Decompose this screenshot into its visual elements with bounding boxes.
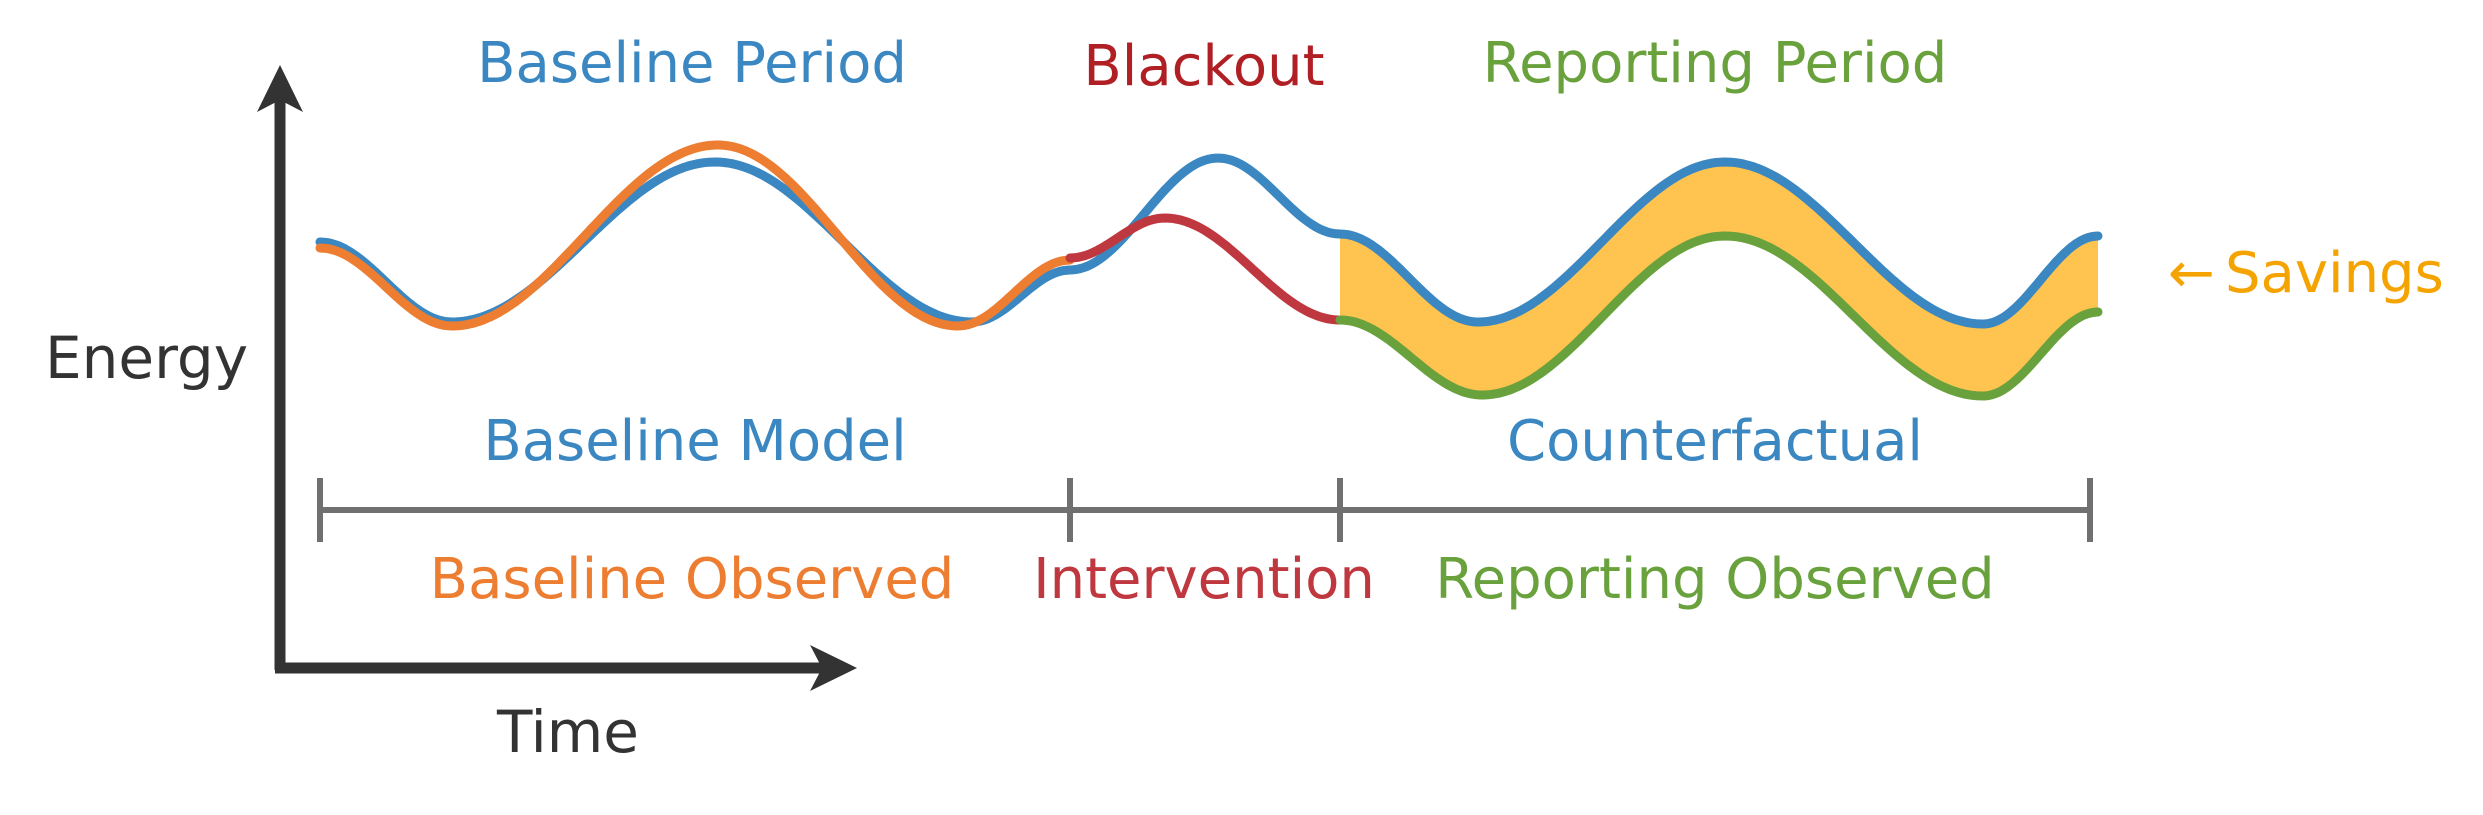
baseline-observed-curve bbox=[315, 140, 1075, 331]
savings-arrow-icon: ← bbox=[2168, 241, 2215, 306]
y-axis-arrowhead bbox=[257, 65, 303, 112]
counterfactual-curve bbox=[1335, 157, 2103, 329]
x-axis-arrowhead bbox=[810, 645, 857, 691]
baseline-model-curve bbox=[315, 153, 1345, 327]
baseline-period-label: Baseline Period bbox=[477, 31, 907, 96]
timeline bbox=[317, 478, 2093, 542]
savings-area bbox=[1340, 162, 2098, 396]
savings-label: Savings bbox=[2225, 241, 2444, 306]
counterfactual-label: Counterfactual bbox=[1507, 409, 1923, 474]
baseline-model-label: Baseline Model bbox=[483, 409, 906, 474]
reporting-observed-label: Reporting Observed bbox=[1435, 547, 1994, 612]
intervention-curve bbox=[1065, 213, 1345, 325]
x-axis-label: Time bbox=[496, 698, 639, 766]
baseline-observed-label: Baseline Observed bbox=[430, 547, 955, 612]
reporting-observed-curve bbox=[1335, 231, 2103, 401]
intervention-label: Intervention bbox=[1033, 547, 1375, 612]
reporting-period-label: Reporting Period bbox=[1483, 31, 1948, 96]
blackout-label: Blackout bbox=[1083, 34, 1324, 99]
y-axis-label: Energy bbox=[45, 324, 248, 392]
